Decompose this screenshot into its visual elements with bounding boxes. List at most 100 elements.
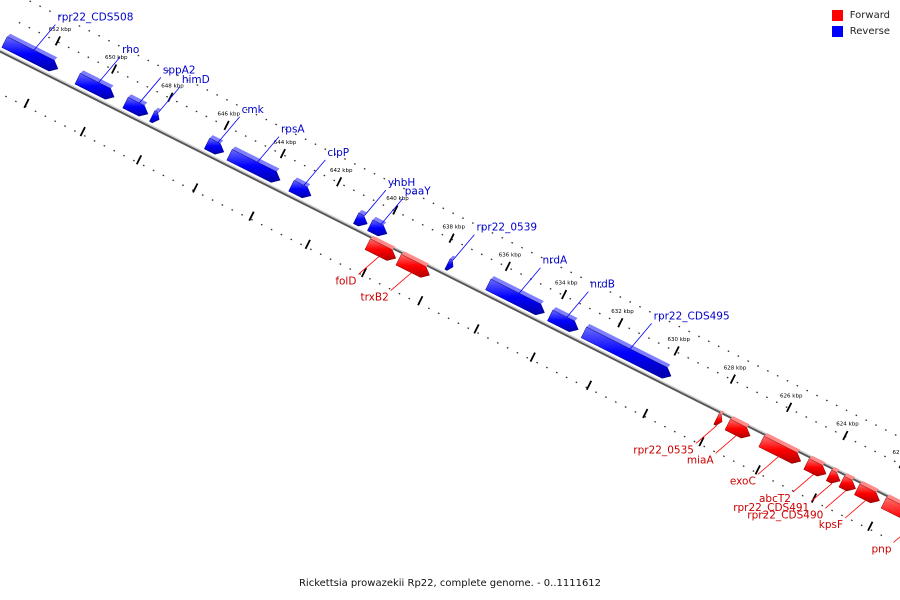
guide-dot <box>609 291 612 293</box>
legend-forward-label: Forward <box>849 9 890 21</box>
guide-dot <box>383 177 386 180</box>
gene-arrow-rpr22_0539[interactable] <box>444 258 454 271</box>
gene-arrow-rpr22_CDS491[interactable] <box>825 469 841 484</box>
gene-arrow-top <box>844 473 856 481</box>
guide-dot <box>408 297 411 300</box>
gene-label[interactable]: exoC <box>730 475 756 487</box>
gene-arrow-rho[interactable] <box>74 73 115 100</box>
gene-arrow-rpr22_0535[interactable] <box>713 413 723 426</box>
gene-arrow-top <box>450 255 456 260</box>
gene-label[interactable]: rpr22_CDS491 <box>733 502 809 514</box>
gene-arrow-nrdA[interactable] <box>485 278 545 316</box>
guide-dot <box>88 29 91 32</box>
guide-dot <box>334 153 337 156</box>
major-tick-lower <box>810 493 818 503</box>
guide-dot <box>732 460 735 463</box>
gene-arrow-paaY[interactable] <box>367 219 388 237</box>
major-tick <box>786 402 793 413</box>
gene-label[interactable]: kpsF <box>819 519 843 531</box>
gene-label[interactable]: sppA2 <box>163 64 196 76</box>
gene-arrow-rpr22_CDS490[interactable] <box>838 475 856 492</box>
guide-dot <box>244 135 247 138</box>
gene-label[interactable]: clpP <box>327 147 349 159</box>
gene-label[interactable]: nrdB <box>590 279 615 291</box>
tick-label: 642 kbp <box>330 168 353 174</box>
gene-label[interactable]: cmk <box>242 104 265 116</box>
guide-dot <box>107 66 110 69</box>
gene-label[interactable]: rpr22_0539 <box>476 222 537 234</box>
guide-dot <box>668 320 671 323</box>
gene-arrow-yhbH[interactable] <box>353 212 368 227</box>
guide-dot <box>883 455 886 458</box>
gene-arrow-miaA[interactable] <box>724 418 751 439</box>
gene-arrow-pnp[interactable] <box>880 497 900 538</box>
guide-dot <box>113 149 116 152</box>
guide-dot <box>255 113 258 116</box>
guide-dot <box>441 233 444 236</box>
gene-arrow-rpsA[interactable] <box>226 149 281 183</box>
guide-dot <box>815 420 818 423</box>
gene-label[interactable]: rpr22_CDS508 <box>57 12 133 24</box>
gene-arrow-clpP[interactable] <box>288 180 312 199</box>
gene-label[interactable]: paaY <box>405 186 432 198</box>
guide-dot <box>742 465 745 468</box>
guide-dot <box>716 371 719 374</box>
guide-dot <box>461 243 464 246</box>
gene-label[interactable]: rpr22_CDS495 <box>654 310 730 322</box>
gene-label[interactable]: pnp <box>872 543 892 555</box>
guide-dot <box>658 315 661 318</box>
gene-label[interactable]: rpr22_0535 <box>633 444 694 456</box>
gene-leader-line <box>358 256 380 275</box>
guide-dot <box>216 93 219 96</box>
gene-label[interactable]: rpsA <box>281 124 305 136</box>
guide-dot <box>506 346 509 349</box>
guide-dot <box>756 391 759 394</box>
legend-forward[interactable]: Forward <box>831 8 890 22</box>
guide-dot <box>565 376 568 379</box>
gene-arrow-nrdB[interactable] <box>547 309 579 333</box>
guide-dot <box>549 287 552 290</box>
gene-arrow-himD[interactable] <box>149 110 160 124</box>
gene-label[interactable]: himD <box>182 74 210 86</box>
gene-arrow-rpr22_CDS495[interactable] <box>580 326 672 379</box>
guide-dot <box>339 263 342 266</box>
gene-arrow-cmk[interactable] <box>203 137 225 155</box>
gene-label[interactable]: rho <box>122 44 139 56</box>
guide-dot <box>555 371 558 374</box>
guide-dot <box>781 484 784 487</box>
guide-dot <box>608 317 611 320</box>
guide-dot <box>595 391 598 394</box>
guide-dot <box>570 271 573 274</box>
guide-dot <box>540 256 543 259</box>
gene-label[interactable]: miaA <box>687 454 715 466</box>
gene-label[interactable]: yhbH <box>388 177 415 189</box>
major-tick-lower <box>585 380 593 391</box>
gene-arrow-exoC[interactable] <box>758 435 802 464</box>
guide-dot <box>293 159 296 162</box>
gene-arrow-sppA2[interactable] <box>122 96 149 117</box>
gene-label[interactable]: nrdA <box>543 255 568 267</box>
gene-arrow-rpr22_CDS508[interactable] <box>1 36 59 72</box>
legend-reverse[interactable]: Reverse <box>831 24 890 38</box>
gene-label[interactable]: rpr22_CDS490 <box>747 509 823 521</box>
tick-label: 632 kbp <box>611 309 634 315</box>
gene-labels: rpr22_CDS508rhosppA2himDcmkrpsAclpPyhbHp… <box>33 12 900 555</box>
gene-arrow-trxB2[interactable] <box>395 253 430 278</box>
major-tick <box>729 374 736 384</box>
guide-dot <box>569 297 572 300</box>
tick-label: 652 kbp <box>49 27 72 33</box>
guide-dot <box>64 125 67 128</box>
guide-dot <box>362 194 365 197</box>
gene-label[interactable]: trxB2 <box>361 292 389 304</box>
gene-arrow-abcT2[interactable] <box>803 458 827 477</box>
guide-dot <box>864 445 867 448</box>
guide-dot <box>667 347 670 349</box>
gene-label[interactable]: abcT2 <box>759 493 791 505</box>
guide-dot <box>471 222 474 225</box>
gene-label[interactable]: folD <box>335 275 356 287</box>
gene-leader-line <box>158 86 181 113</box>
gene-arrow-kpsF[interactable] <box>854 483 880 504</box>
gene-arrow-folD[interactable] <box>364 238 397 261</box>
legend-reverse-label: Reverse <box>849 25 890 37</box>
guide-dot <box>634 410 637 413</box>
